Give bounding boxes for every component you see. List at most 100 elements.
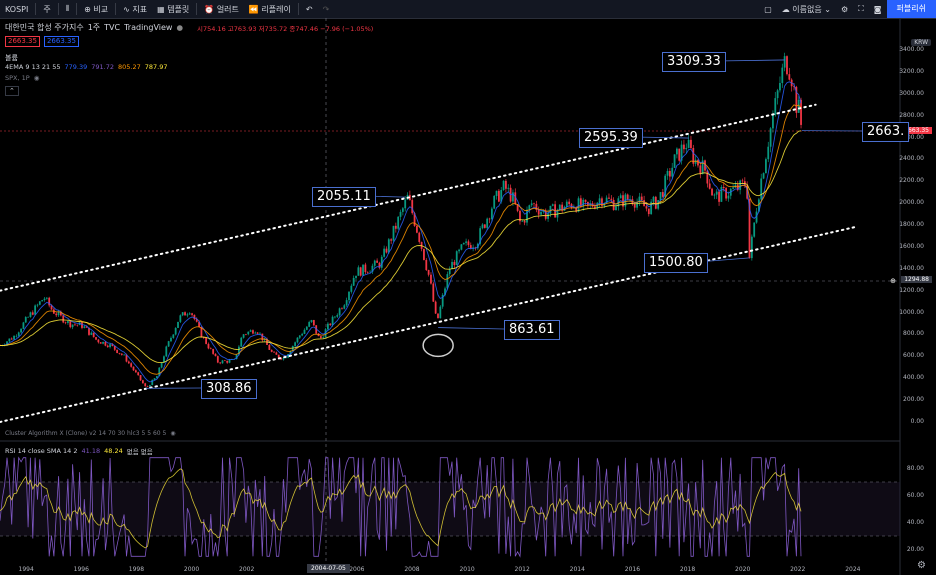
candle-body <box>78 322 81 326</box>
candle-body <box>490 208 493 220</box>
candle-body <box>411 200 414 214</box>
candle-body <box>156 376 158 379</box>
candle-body <box>322 337 325 338</box>
callout-3309[interactable]: 3309.33 <box>662 52 726 72</box>
candle-body <box>570 204 573 208</box>
candle-body <box>254 332 257 334</box>
rsi-tick-label: 60.00 <box>906 491 924 499</box>
settings-button[interactable]: ⚙ <box>836 0 853 18</box>
candle-body <box>359 267 362 276</box>
eye-icon[interactable]: ◉ <box>33 74 40 82</box>
replay-button[interactable]: ⏪ 리플레이 <box>244 0 296 18</box>
price-tick-label: 1600.00 <box>899 242 924 250</box>
callout-2055[interactable]: 2055.11 <box>312 187 376 207</box>
toolbar-right: ▢ ☁ 이름없음 ⌄ ⚙ ⛶ ◙ 퍼블리쉬 <box>759 0 936 18</box>
candle-body <box>188 313 191 315</box>
candle-body <box>48 297 51 306</box>
currency-label[interactable]: KRW <box>911 39 931 46</box>
candle-body <box>149 385 151 387</box>
time-tick-label: 2008 <box>404 566 420 573</box>
interval-button[interactable]: 주 <box>38 0 55 18</box>
candle-body <box>521 221 524 222</box>
candle-body <box>312 320 315 326</box>
eye-icon[interactable]: ◉ <box>170 430 176 437</box>
indicators-button[interactable]: ∿ 지표 <box>118 0 152 18</box>
ask-price[interactable]: 2663.35 <box>43 36 79 47</box>
chart-type-button[interactable]: ⫴ <box>61 0 74 18</box>
candle-body <box>90 332 93 335</box>
callout-2663[interactable]: 2663. <box>862 122 910 142</box>
candle-body <box>505 180 507 189</box>
candle-body <box>116 349 119 353</box>
templates-button[interactable]: ▦ 템플릿 <box>152 0 194 18</box>
settings-icon[interactable]: ⚙ <box>917 560 926 571</box>
callout-863[interactable]: 863.61 <box>504 320 560 340</box>
candle-body <box>514 192 517 205</box>
alert-button[interactable]: ⏰ 얼러트 <box>199 0 244 18</box>
candle-body <box>460 244 463 250</box>
candle-body <box>753 222 756 237</box>
candle-body <box>71 324 74 328</box>
fullscreen-button[interactable]: ⛶ <box>853 0 869 18</box>
snapshot-button[interactable]: ◙ <box>869 0 887 18</box>
candle-body <box>97 339 100 343</box>
candle-body <box>132 366 135 371</box>
symbol-search-button[interactable]: KOSPI <box>0 0 33 18</box>
candle-body <box>612 199 615 211</box>
candle-body <box>338 308 341 316</box>
candle-body <box>664 175 667 197</box>
bid-price[interactable]: 2663.35 <box>5 36 40 47</box>
time-tick-label: 1998 <box>128 566 145 573</box>
layout-name-button[interactable]: ☁ 이름없음 ⌄ <box>777 0 836 18</box>
rsi-line <box>0 456 802 558</box>
ema-legend: 4EMA 9 13 21 55 779.39 791.72 805.27 787… <box>5 63 168 71</box>
candle-body <box>303 329 306 334</box>
time-tick-label: 2002 <box>239 566 255 573</box>
candle-body <box>722 186 725 189</box>
price-tick-label: 0.00 <box>910 418 924 425</box>
price-tick-label: 1800.00 <box>899 221 924 229</box>
add-alert-icon[interactable]: ⊕ <box>890 277 896 285</box>
candle-body <box>434 301 437 314</box>
publish-button[interactable]: 퍼블리쉬 <box>886 0 936 18</box>
candle-body <box>43 298 46 301</box>
candle-body <box>104 341 107 346</box>
candle-body <box>488 218 491 220</box>
candle-body <box>437 313 439 319</box>
callout-1500[interactable]: 1500.80 <box>644 253 708 273</box>
candle-body <box>694 159 697 164</box>
candle-body <box>401 208 404 212</box>
candle-body <box>308 322 311 327</box>
candle-body <box>144 383 147 387</box>
candle-body <box>226 360 229 363</box>
candle-body <box>238 346 240 355</box>
candle-body <box>256 332 259 334</box>
candle-body <box>493 195 496 209</box>
candle-body <box>301 333 304 336</box>
candle-body <box>298 335 301 338</box>
candle-body <box>364 264 367 273</box>
candle-body <box>310 320 313 323</box>
collapse-legend-button[interactable]: ⌃ <box>5 86 19 96</box>
layout-button[interactable]: ▢ <box>759 0 777 18</box>
time-tick-label: 1994 <box>18 566 34 573</box>
candle-body <box>284 357 287 359</box>
candle-body <box>127 361 130 364</box>
candle-body <box>240 337 243 347</box>
callout-308[interactable]: 308.86 <box>201 379 257 399</box>
candle-body <box>81 322 83 328</box>
candle-body <box>170 337 172 342</box>
redo-button[interactable]: ↷ <box>318 0 335 18</box>
candle-body <box>247 331 250 335</box>
candle-body <box>636 202 638 208</box>
candle-body <box>385 248 388 253</box>
candle-body <box>212 348 215 354</box>
undo-button[interactable]: ↶ <box>301 0 318 18</box>
compare-button[interactable]: ⊕ 비교 <box>79 0 113 18</box>
low-circle-annotation <box>422 333 454 358</box>
rsi-value: 41.18 <box>81 447 101 455</box>
candle-body <box>160 362 163 368</box>
candle-body <box>469 245 472 249</box>
callout-2595[interactable]: 2595.39 <box>579 128 643 148</box>
